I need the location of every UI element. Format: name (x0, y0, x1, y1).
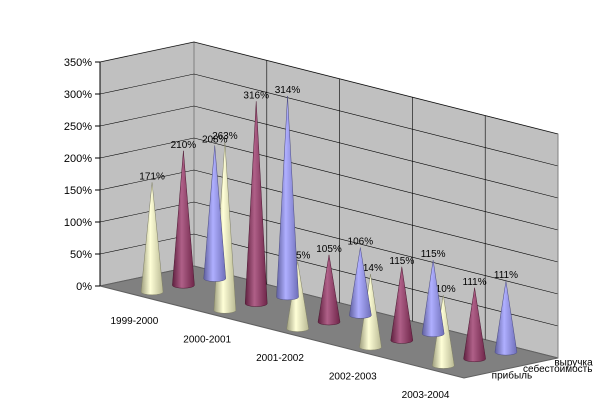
data-label: 111% (463, 277, 487, 288)
data-label: 314% (275, 85, 301, 96)
data-label: 263% (212, 131, 238, 142)
category-labels: 1999-2000 2000-2001 2001-2002 2002-2003 2003… (110, 316, 449, 401)
y-tick-label: 50% (70, 249, 92, 261)
data-label: 115% (421, 249, 446, 260)
cone-0-2 (349, 247, 372, 319)
data-label: 111% (494, 270, 518, 281)
cone-1-1 (244, 101, 268, 307)
gridlines (99, 41, 559, 358)
series-label: себестоимость (523, 363, 592, 375)
gridline-h (99, 41, 559, 135)
y-axis-ticks: 0% 50% 100% 150% 200% 250% 300% 350% (64, 57, 100, 293)
cone-1-3 (390, 266, 414, 344)
gridline-h (99, 105, 559, 199)
y-tick-label: 250% (64, 121, 92, 133)
cone-2-0 (140, 182, 164, 296)
cone-0-0 (203, 145, 226, 282)
data-label: 105% (316, 244, 342, 255)
data-label: 208% (202, 134, 228, 145)
chart-walls (99, 41, 559, 379)
data-label: 114% (358, 263, 383, 274)
category-label: 2003-2004 (402, 390, 450, 401)
data-label: 210% (171, 140, 197, 151)
data-label: 106% (348, 236, 374, 247)
gridline-h (99, 73, 559, 167)
cone-marks: 171% 263% 105% 114% 110% 210% 316% 105% 115% 111%… (139, 85, 518, 369)
gridline-h (99, 201, 559, 295)
category-label: 2002-2003 (329, 371, 377, 382)
cone-1-0 (172, 150, 195, 289)
cone-0-4 (494, 281, 518, 356)
category-label: 2001-2002 (256, 353, 304, 364)
y-tick-label: 0% (76, 281, 92, 293)
category-label: 2000-2001 (183, 335, 231, 346)
cone-0-3 (421, 260, 445, 337)
data-label: 171% (139, 171, 165, 182)
y-tick-label: 100% (64, 217, 92, 229)
cone-1-4 (463, 287, 486, 363)
data-label: 105% (285, 250, 311, 261)
y-tick-label: 150% (64, 185, 92, 197)
gridline-h (99, 137, 559, 231)
category-label: 1999-2000 (110, 316, 158, 327)
series-label: прибыль (492, 370, 533, 382)
cone-0-1 (276, 95, 299, 301)
data-label: 110% (431, 284, 456, 295)
y-tick-label: 200% (64, 153, 92, 165)
data-label: 115% (389, 256, 414, 267)
y-tick-label: 300% (64, 89, 92, 101)
data-label: 316% (243, 90, 269, 101)
cone-1-2 (317, 254, 341, 326)
series-label: выручка (554, 357, 593, 368)
y-tick-label: 350% (64, 57, 92, 69)
gridline-h (99, 169, 559, 263)
